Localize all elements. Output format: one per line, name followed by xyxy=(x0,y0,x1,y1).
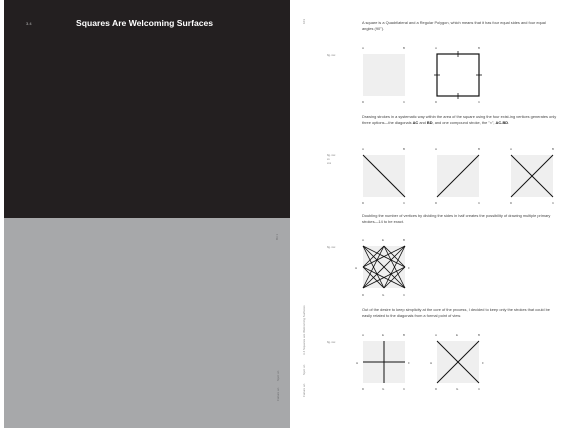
vertex-label-g: G xyxy=(456,387,459,391)
vertex-label-f: F xyxy=(408,361,410,365)
vertex-label-b: B xyxy=(403,46,405,50)
vertex-label-h: H xyxy=(355,266,357,270)
paragraph-simplicity: Out of the desire to keep simplicity at … xyxy=(362,307,550,318)
vertex-label-c: C xyxy=(403,201,406,205)
page-title: Squares Are Welcoming Surfaces xyxy=(76,18,214,28)
figure-final-strokes: A E B H F D G C A E B H F D G C xyxy=(356,333,484,391)
vertex-label-a: A xyxy=(362,238,364,242)
vertex-label-a: A xyxy=(510,147,512,151)
compound-stroke-bd xyxy=(510,154,554,198)
vertex-label-a: A xyxy=(362,147,364,151)
figure-diagonal-strokes: A B D C A B D C A B D C xyxy=(362,147,555,205)
vertex-label-d: D xyxy=(435,201,438,205)
vertex-label-d: D xyxy=(435,387,438,391)
section-number: 3.4 xyxy=(26,21,32,26)
side-fail: Failure an xyxy=(302,383,306,397)
running-title: 3.4 Squares are Welcoming Surfaces xyxy=(302,305,306,355)
vertex-label-g: G xyxy=(382,387,385,391)
stroke-ac-bd: AC-BD xyxy=(495,119,509,125)
vertex-label-e: E xyxy=(382,333,384,337)
paragraph-square-definition: A square is a Quadrilateral and a Regula… xyxy=(362,20,546,31)
square-surface xyxy=(363,54,405,96)
vertex-label-f: F xyxy=(482,361,484,365)
figure-label: fig. xxx xyxy=(327,246,336,249)
figure-label: fig. xxx xx xxx xyxy=(327,154,336,165)
figure-square-vertices: A B D C A B D C xyxy=(362,46,482,104)
vertex-label-f: F xyxy=(408,266,410,270)
vertex-label-d: D xyxy=(510,201,513,205)
vertex-label-b: B xyxy=(403,147,405,151)
vertex-label-h: H xyxy=(356,361,358,365)
vertex-label-d: D xyxy=(362,201,365,205)
paragraph-diagonals: Drawing strokes in a systematic way with… xyxy=(362,114,557,125)
left-page: 3.4 Squares Are Welcoming Surfaces B3 1 … xyxy=(4,0,290,428)
side-spot: Spot on xyxy=(302,364,306,375)
page-number: 103 xyxy=(302,18,306,24)
vertex-label-b: B xyxy=(552,147,554,151)
midpoint-ticks xyxy=(434,51,482,99)
vertex-label-d: D xyxy=(362,100,365,104)
figure-fourteen-strokes: A E B H F D G C xyxy=(355,238,410,297)
vertex-label-c: C xyxy=(478,100,481,104)
vertex-label-c: C xyxy=(478,387,481,391)
vertex-label-a: A xyxy=(362,46,364,50)
vertex-label-c: C xyxy=(403,387,406,391)
diagonal-ac xyxy=(362,154,406,198)
vertex-label-c: C xyxy=(478,201,481,205)
gray-side-left: Failure an xyxy=(276,387,280,401)
vertex-label-a: A xyxy=(435,46,437,50)
vertex-label-a: A xyxy=(435,333,437,337)
vertex-label-d: D xyxy=(362,293,365,297)
dark-panel: 3.4 Squares Are Welcoming Surfaces xyxy=(4,0,290,218)
vertex-label-e: E xyxy=(456,333,458,337)
vertex-label-d: D xyxy=(435,100,438,104)
figure-label: fig. xxx xyxy=(327,54,336,57)
stroke-bd: BD xyxy=(426,119,433,125)
vertex-label-b: B xyxy=(478,147,480,151)
vertex-label-b: B xyxy=(478,46,480,50)
vertex-label-a: A xyxy=(362,333,364,337)
vertex-label-b: B xyxy=(403,333,405,337)
paragraph-doubling-vertices: Doubling the number of vertices by divid… xyxy=(362,213,551,224)
right-page: 103 3.4 Squares are Welcoming Surfaces S… xyxy=(290,0,572,428)
vertex-label-b: B xyxy=(403,238,405,242)
gray-panel: B3 1 Spot on Failure an xyxy=(4,218,290,428)
gray-side-page: B3 1 xyxy=(275,233,279,240)
figure-label: fig. xxx xyxy=(327,341,336,344)
primary-strokes xyxy=(362,245,406,289)
vertex-label-c: C xyxy=(403,100,406,104)
vertex-label-d: D xyxy=(362,387,365,391)
vertex-label-c: C xyxy=(552,201,555,205)
vertex-label-h: H xyxy=(430,361,432,365)
vertex-label-g: G xyxy=(382,293,385,297)
vertex-label-e: E xyxy=(382,238,384,242)
stroke-bd xyxy=(436,340,480,384)
diagonal-bd xyxy=(436,154,480,198)
vertex-label-a: A xyxy=(435,147,437,151)
square-outline xyxy=(436,53,480,97)
stroke-ac: AC xyxy=(412,119,419,125)
vertex-label-c: C xyxy=(403,293,406,297)
gray-side-right: Spot on xyxy=(276,370,280,381)
vertex-label-b: B xyxy=(478,333,480,337)
